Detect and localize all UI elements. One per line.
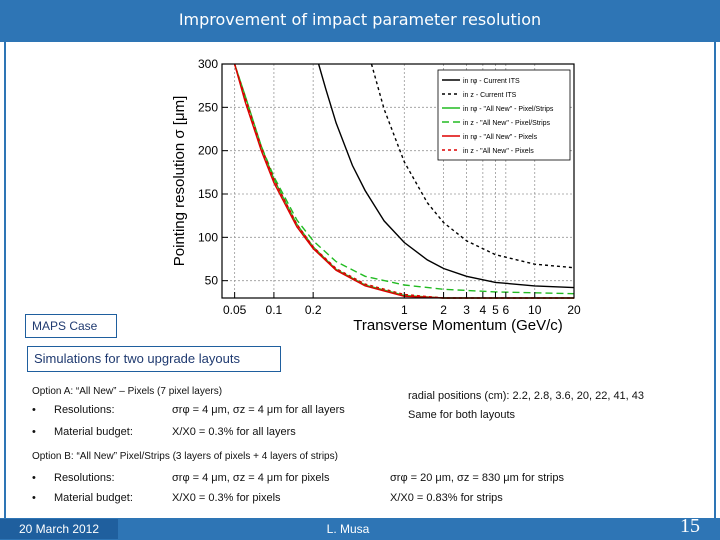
y-tick-label: 150	[198, 187, 218, 201]
legend-label: in rφ - Current ITS	[463, 78, 520, 85]
x-tick-label: 3	[463, 303, 470, 317]
y-tick-label: 50	[205, 274, 219, 288]
option-b-res-value: σrφ = 4 μm, σz = 4 μm for pixels	[172, 472, 330, 484]
bullet: •	[32, 426, 36, 438]
footer-bar	[0, 518, 720, 540]
radial-same: Same for both layouts	[408, 409, 516, 421]
maps-case-label: MAPS Case	[25, 314, 117, 338]
x-tick-label: 2	[440, 303, 447, 317]
y-tick-label: 200	[198, 144, 218, 158]
option-a-res-value: σrφ = 4 μm, σz = 4 μm for all layers	[172, 404, 345, 416]
x-tick-label: 10	[528, 303, 542, 317]
option-b-mat-strips: X/X0 = 0.83% for strips	[390, 492, 503, 504]
resolution-chart: 50 100 150 200 250 300 0.05 0.1 0.2 1 2 3 4 5 6 10 20 Tra…	[171, 57, 581, 334]
legend-label: in z - "All New" - Pixel/Strips	[463, 120, 551, 127]
footer-author: L. Musa	[326, 522, 370, 536]
radial-positions: radial positions (cm): 2.2, 2.8, 3.6, 20…	[408, 390, 645, 402]
legend-label: in rφ - "All New" - Pixel/Strips	[463, 106, 554, 113]
bullet: •	[32, 404, 36, 416]
option-b-res-label: Resolutions:	[54, 472, 115, 484]
footer-date: 20 March 2012	[0, 519, 118, 539]
option-a-mat-value: X/X0 = 0.3% for all layers	[172, 426, 296, 438]
slide-frame	[4, 42, 716, 518]
x-tick-label: 20	[567, 303, 581, 317]
option-a-heading: Option A: “All New” – Pixels (7 pixel la…	[32, 386, 223, 397]
y-tick-label: 100	[198, 230, 218, 244]
series-line	[370, 63, 575, 269]
chart-axes: 50 100 150 200 250 300 0.05 0.1 0.2 1 2 3 4 5 6 10 20 Tra…	[171, 57, 581, 334]
option-b-res-strips: σrφ = 20 μm, σz = 830 μm for strips	[390, 472, 564, 484]
x-tick-label: 1	[401, 303, 408, 317]
x-axis-label: Transverse Momentum (GeV/c)	[353, 317, 563, 334]
x-tick-label: 6	[502, 303, 509, 317]
legend-box	[437, 69, 571, 161]
x-tick-label: 4	[479, 303, 486, 317]
y-tick-label: 250	[198, 100, 218, 114]
option-a-res-label: Resolutions:	[54, 404, 115, 416]
series-line	[317, 63, 575, 289]
slide-title: Improvement of impact parameter resoluti…	[0, 0, 720, 42]
series-line	[233, 63, 575, 295]
y-tick-label: 300	[198, 57, 218, 71]
legend-label: in z - "All New" - Pixels	[463, 148, 534, 155]
x-tick-label: 0.05	[223, 303, 247, 317]
option-b-mat-value: X/X0 = 0.3% for pixels	[172, 492, 281, 504]
option-b-heading: Option B: “All New” Pixel/Strips (3 laye…	[32, 451, 338, 462]
chart-legend: in rφ - Current ITS in z - Current ITS in …	[437, 69, 571, 161]
simulations-label: Simulations for two upgrade layouts	[27, 346, 281, 372]
legend-label: in z - Current ITS	[463, 92, 517, 99]
y-axis-label: Pointing resolution σ [μm]	[171, 96, 188, 266]
option-b-mat-label: Material budget:	[54, 492, 133, 504]
option-a-mat-label: Material budget:	[54, 426, 133, 438]
bullet: •	[32, 492, 36, 504]
plot-area	[221, 63, 575, 299]
x-tick-label: 0.1	[266, 303, 283, 317]
legend-label: in rφ - "All New" - Pixels	[463, 134, 538, 141]
page-number: 15	[680, 515, 700, 537]
x-tick-label: 5	[492, 303, 499, 317]
bullet: •	[32, 472, 36, 484]
x-tick-label: 0.2	[305, 303, 322, 317]
